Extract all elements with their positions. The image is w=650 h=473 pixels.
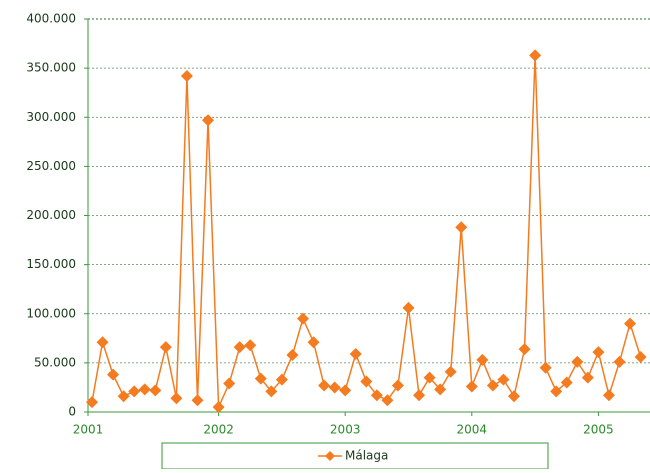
marker: [117, 390, 130, 403]
y-tick-label: 350.000: [26, 61, 76, 75]
x-tick-label: 2004: [457, 423, 488, 437]
marker: [592, 346, 605, 359]
marker: [370, 389, 383, 402]
marker: [328, 381, 341, 394]
y-tick-label: 200.000: [26, 208, 76, 222]
marker: [529, 49, 542, 62]
x-tick-label: 2002: [203, 423, 234, 437]
marker: [486, 379, 499, 392]
marker: [339, 384, 352, 397]
marker: [254, 372, 267, 385]
marker: [444, 365, 457, 378]
y-tick-label: 0: [68, 405, 76, 419]
marker: [391, 379, 404, 392]
legend-marker: [325, 451, 335, 461]
marker: [96, 336, 109, 349]
marker: [423, 371, 436, 384]
marker: [286, 349, 299, 362]
marker: [508, 390, 520, 403]
marker: [381, 394, 394, 407]
x-tick-label: 2001: [73, 423, 104, 437]
x-tick-label: 2003: [330, 423, 361, 437]
x-tick-label: 2005: [583, 423, 614, 437]
marker: [581, 371, 594, 384]
marker: [202, 114, 215, 127]
marker: [413, 389, 426, 402]
marker: [275, 373, 288, 386]
marker: [349, 348, 362, 361]
marker: [180, 69, 193, 82]
series-line: [91, 55, 642, 408]
marker: [476, 353, 489, 366]
marker: [571, 355, 584, 368]
marker: [465, 380, 478, 393]
marker: [128, 385, 141, 398]
marker: [233, 341, 246, 354]
marker: [402, 301, 415, 314]
marker: [307, 336, 320, 349]
marker: [170, 392, 183, 405]
marker: [107, 368, 120, 381]
y-tick-label: 250.000: [26, 159, 76, 173]
marker: [518, 343, 531, 356]
marker: [212, 401, 225, 414]
marker: [455, 221, 468, 234]
y-tick-label: 50.000: [34, 355, 76, 369]
marker: [149, 384, 162, 397]
marker: [138, 383, 151, 396]
y-tick-label: 300.000: [26, 110, 76, 124]
marker: [244, 339, 257, 352]
marker: [560, 376, 573, 389]
marker: [634, 350, 647, 363]
marker: [86, 396, 98, 409]
marker: [539, 361, 552, 374]
marker: [360, 375, 373, 388]
marker: [159, 341, 172, 354]
marker: [624, 317, 637, 330]
marker: [497, 373, 510, 386]
marker: [265, 385, 278, 398]
y-tick-label: 400.000: [26, 12, 76, 26]
marker: [191, 394, 204, 407]
marker: [223, 377, 236, 390]
y-tick-label: 100.000: [26, 306, 76, 320]
marker: [434, 383, 447, 396]
marker: [550, 385, 563, 398]
marker: [318, 379, 331, 392]
marker: [613, 355, 626, 368]
marker: [602, 389, 615, 402]
marker: [297, 312, 309, 325]
y-tick-label: 150.000: [26, 257, 76, 271]
legend-label: Málaga: [345, 449, 388, 463]
